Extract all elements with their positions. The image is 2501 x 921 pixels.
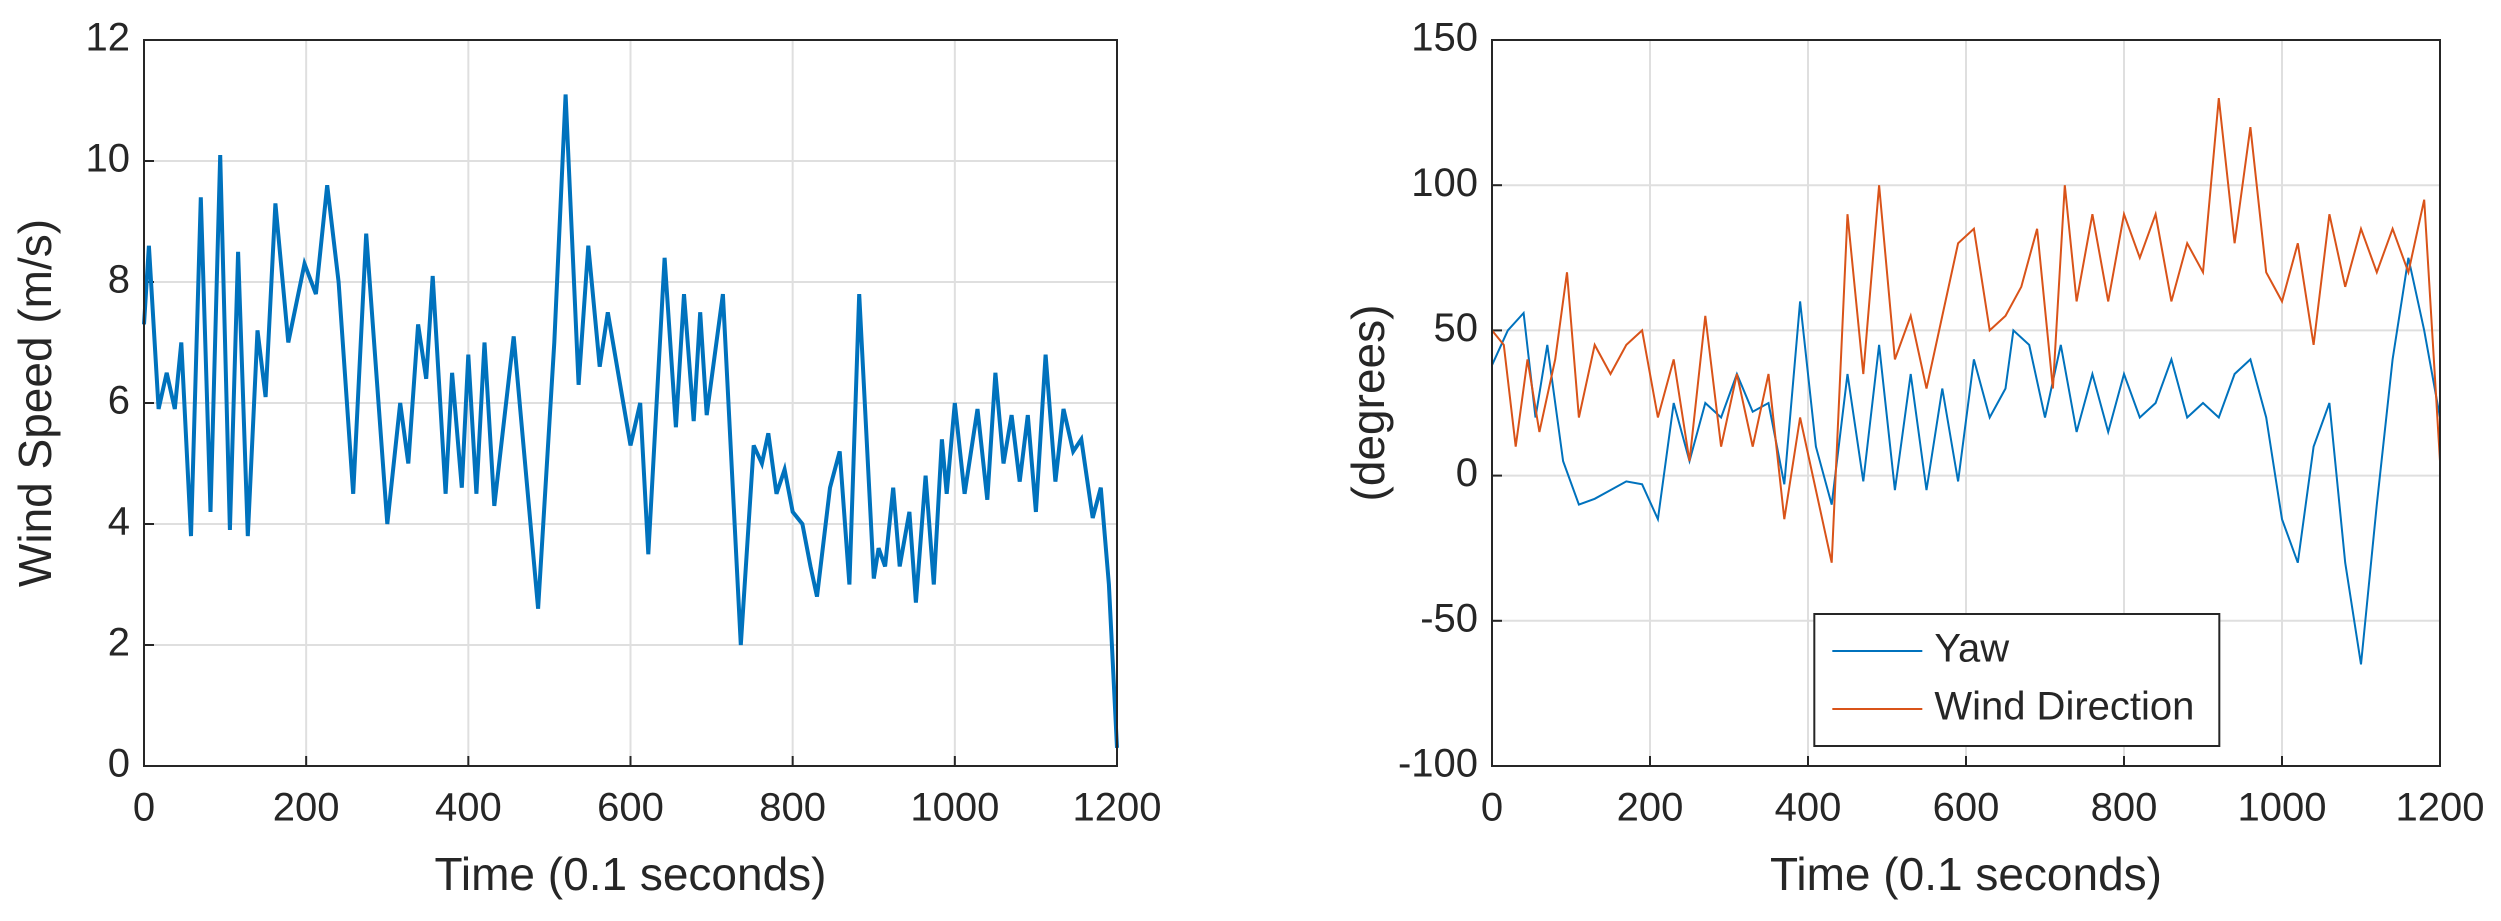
- y-tick-label: 4: [108, 500, 130, 544]
- x-axis-label: Time (0.1 seconds): [435, 848, 827, 900]
- axes-frame: [1491, 39, 2441, 767]
- x-tick-label: 800: [2091, 786, 2158, 830]
- y-tick-label: 2: [108, 621, 130, 665]
- y-tick-label: 8: [108, 258, 130, 302]
- x-tick-label: 0: [133, 786, 155, 830]
- legend: Yaw Wind Direction: [1813, 613, 2221, 747]
- x-tick-label: 400: [435, 786, 502, 830]
- y-tick-label: 6: [108, 379, 130, 423]
- x-tick-label: 200: [273, 786, 340, 830]
- data-line: [142, 94, 1119, 748]
- y-tick-label: 10: [86, 137, 131, 181]
- y-tick-label: 150: [1411, 16, 1478, 60]
- x-tick-label: 200: [1617, 786, 1684, 830]
- y-tick-label: 100: [1411, 161, 1478, 205]
- y-tick-label: 0: [108, 742, 130, 786]
- data-line: [1491, 257, 2441, 665]
- y-axis-label: Wind Speed (m/s): [9, 219, 61, 587]
- x-tick-label: 800: [759, 786, 826, 830]
- axes: 0 200 400 600 800 1000 1200 -100 -50 0 50 100 150 Tim…: [1342, 16, 2484, 901]
- x-tick-label: 600: [597, 786, 664, 830]
- axes-frame: [143, 39, 1118, 767]
- x-tick-label: 1200: [2396, 786, 2485, 830]
- legend-label: Wind Direction: [1934, 685, 2194, 729]
- y-tick-label: 12: [86, 16, 131, 60]
- y-axis-label: (degrees): [1342, 305, 1394, 502]
- x-tick-label: 600: [1933, 786, 2000, 830]
- legend-label: Yaw: [1934, 627, 2009, 671]
- legend-box: [1813, 613, 2221, 747]
- y-tick-label: 0: [1456, 451, 1478, 495]
- x-axis-label: Time (0.1 seconds): [1770, 848, 2162, 900]
- data-line: [1491, 97, 2441, 563]
- y-tick-label: -50: [1420, 596, 1478, 640]
- y-tick-label: -100: [1398, 742, 1478, 786]
- y-tick-label: 50: [1434, 306, 1479, 350]
- x-tick-label: 1000: [2238, 786, 2327, 830]
- x-tick-label: 0: [1481, 786, 1503, 830]
- x-tick-label: 1200: [1073, 786, 1162, 830]
- x-tick-label: 400: [1775, 786, 1842, 830]
- x-tick-label: 1000: [910, 786, 999, 830]
- axes: 0 200 400 600 800 1000 1200 0 2 4 6 8 10 12 Time (0.1 …: [9, 16, 1161, 901]
